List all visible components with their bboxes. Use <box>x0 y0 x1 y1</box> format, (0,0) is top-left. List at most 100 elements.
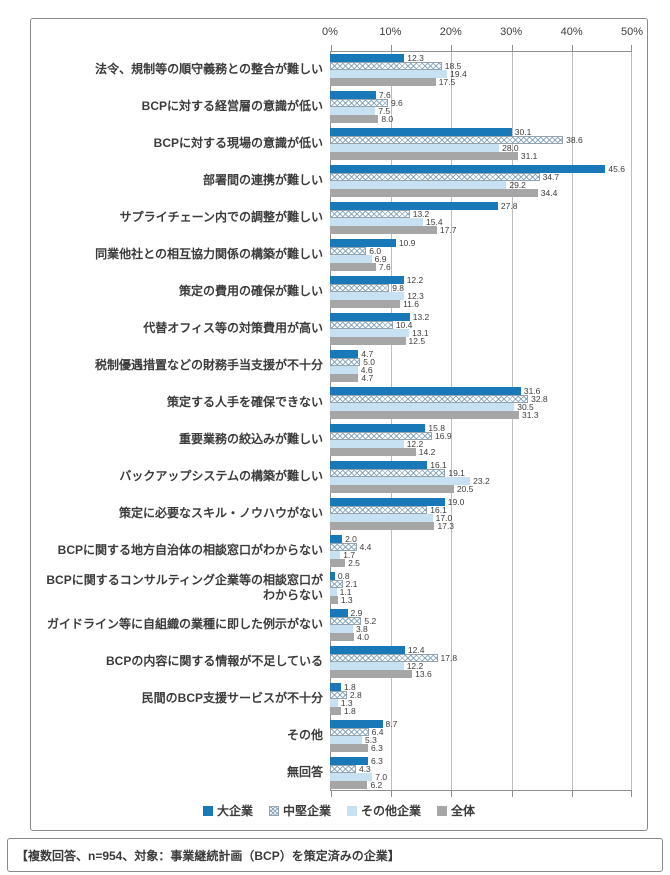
x-axis-tick-label: 30% <box>500 26 523 38</box>
bar-value-label: 29.2 <box>509 179 526 190</box>
bar-line: 5.2 <box>330 616 632 625</box>
bar-line: 1.7 <box>330 550 632 559</box>
bar-中堅企業 <box>330 209 410 218</box>
bar-中堅企業 <box>330 653 438 662</box>
bar-value-label: 18.5 <box>444 60 462 71</box>
bar-group: 45.6 34.7 29.2 34.4 <box>330 163 632 197</box>
axis-tick-mark <box>571 45 573 51</box>
bar-value-label: 12.3 <box>407 52 424 63</box>
bar-group: 2.0 4.4 1.7 2.5 <box>330 534 632 567</box>
bar-全体 <box>330 706 341 715</box>
legend-swatch-total <box>437 805 448 816</box>
bar-line: 8.7 <box>330 719 632 728</box>
category-label: バックアップシステムの構築が難しい <box>119 469 323 483</box>
bar-全体 <box>330 521 435 530</box>
bar-group: 16.1 19.1 23.2 20.5 <box>330 460 632 493</box>
bar-line: 12.4 <box>330 645 632 654</box>
bar-value-label: 9.6 <box>390 97 403 108</box>
bar-line: 29.2 <box>330 179 632 190</box>
bar-value-label: 14.2 <box>418 446 436 457</box>
category-label: BCPに関するコンサルティング企業等の相談窓口が わからない <box>46 572 323 602</box>
bar-その他企業 <box>330 587 337 596</box>
bar-中堅企業 <box>330 727 369 736</box>
bar-value-label: 9.8 <box>392 282 405 293</box>
category-row: BCPに関する地方自治体の相談窓口がわからない 2.0 4.4 1.7 2.5 <box>31 532 647 569</box>
bar-大企業 <box>330 238 396 247</box>
x-axis-tick-label: 50% <box>620 26 644 38</box>
bar-その他企業 <box>330 217 424 226</box>
category-row: 無回答 6.3 4.3 7.0 6.2 <box>31 754 647 791</box>
bar-全体 <box>330 262 376 271</box>
bar-全体 <box>330 447 416 456</box>
category-row: 策定の費用の確保が難しい 12.2 9.8 12.3 11.6 <box>31 273 647 310</box>
bar-line: 0.8 <box>330 570 632 581</box>
category-label: BCPに対する現場の意識が低い <box>153 136 323 150</box>
bar-全体 <box>330 780 368 789</box>
bar-line: 2.0 <box>330 534 632 543</box>
bar-大企業 <box>330 127 512 136</box>
bar-line: 1.3 <box>330 595 632 604</box>
bar-line: 5.3 <box>330 735 632 744</box>
bar-value-label: 32.8 <box>531 393 548 404</box>
bar-value-label: 17.0 <box>435 512 453 523</box>
bar-line: 12.3 <box>330 52 632 63</box>
category-label: 同業他社との相互協力関係の構築が難しい <box>95 247 323 261</box>
category-row: 部署間の連携が難しい 45.6 34.7 29.2 34.4 <box>31 162 647 199</box>
category-row: 策定する人手を確保できない 31.6 32.8 30.5 31.3 <box>31 384 647 421</box>
plot-frame <box>330 45 632 797</box>
bar-line: 7.6 <box>330 262 632 271</box>
bar-group: 4.7 5.0 4.6 4.7 <box>330 349 632 382</box>
bar-全体 <box>330 77 436 86</box>
bar-line: 4.4 <box>330 542 632 551</box>
bar-全体 <box>330 410 520 419</box>
x-axis-tick-label: 20% <box>439 26 462 38</box>
category-label: その他 <box>286 728 323 742</box>
bar-line: 3.8 <box>330 624 632 633</box>
x-axis-tick-label: 10% <box>379 26 402 38</box>
legend-label: 全体 <box>451 804 476 818</box>
legend: 大企業 中堅企業 その他企業 全体 <box>31 802 647 819</box>
bar-value-label: 0.8 <box>337 570 350 581</box>
bar-value-label: 2.1 <box>345 578 358 589</box>
bar-大企業 <box>330 645 405 654</box>
bar-value-label: 12.2 <box>406 438 424 449</box>
bar-line: 13.1 <box>330 328 632 337</box>
bar-大企業 <box>330 275 404 284</box>
bar-大企業 <box>330 534 343 543</box>
bar-value-label: 45.6 <box>608 163 625 174</box>
bar-line: 12.3 <box>330 291 632 300</box>
category-row: 税制優遇措置などの財務手当支援が不十分 4.7 5.0 4.6 4.7 <box>31 347 647 384</box>
gridline <box>631 52 632 790</box>
bar-中堅企業 <box>330 579 343 588</box>
bar-line: 31.1 <box>330 151 632 160</box>
bar-中堅企業 <box>330 764 356 773</box>
bar-line: 30.1 <box>330 127 632 136</box>
bar-中堅企業 <box>330 542 357 551</box>
bar-line: 8.0 <box>330 114 632 123</box>
legend-swatch-other-company <box>347 805 357 816</box>
legend-label: 中堅企業 <box>282 804 331 818</box>
axis-tick-mark <box>331 45 332 51</box>
bar-value-label: 12.5 <box>408 335 426 346</box>
bar-value-label: 2.9 <box>350 607 363 618</box>
bar-line: 7.5 <box>330 106 632 115</box>
axis-tick-mark <box>451 45 453 51</box>
bar-line: 2.9 <box>330 607 632 618</box>
category-label: 民間のBCP支援サービスが不十分 <box>141 691 323 705</box>
category-row: BCPに関するコンサルティング企業等の相談窓口が わからない 0.8 2.1 1.1 1… <box>31 569 647 606</box>
bar-line: 19.0 <box>330 497 632 506</box>
bar-value-label: 17.8 <box>440 652 458 663</box>
bar-value-label: 5.0 <box>363 356 376 367</box>
bar-group: 27.8 13.2 15.4 17.7 <box>330 201 632 234</box>
axis-tick-mark <box>511 791 513 797</box>
bar-value-label: 4.3 <box>358 763 371 774</box>
category-row: 民間のBCP支援サービスが不十分 1.8 2.8 1.3 1.8 <box>31 680 647 717</box>
bar-中堅企業 <box>330 468 446 477</box>
bar-line: 4.6 <box>330 365 632 374</box>
bar-line: 11.6 <box>330 299 632 308</box>
bar-line: 32.8 <box>330 393 632 404</box>
bar-大企業 <box>330 423 426 432</box>
bar-group: 19.0 16.1 17.0 17.3 <box>330 497 632 530</box>
bar-大企業 <box>330 90 376 99</box>
bar-その他企業 <box>330 624 353 633</box>
